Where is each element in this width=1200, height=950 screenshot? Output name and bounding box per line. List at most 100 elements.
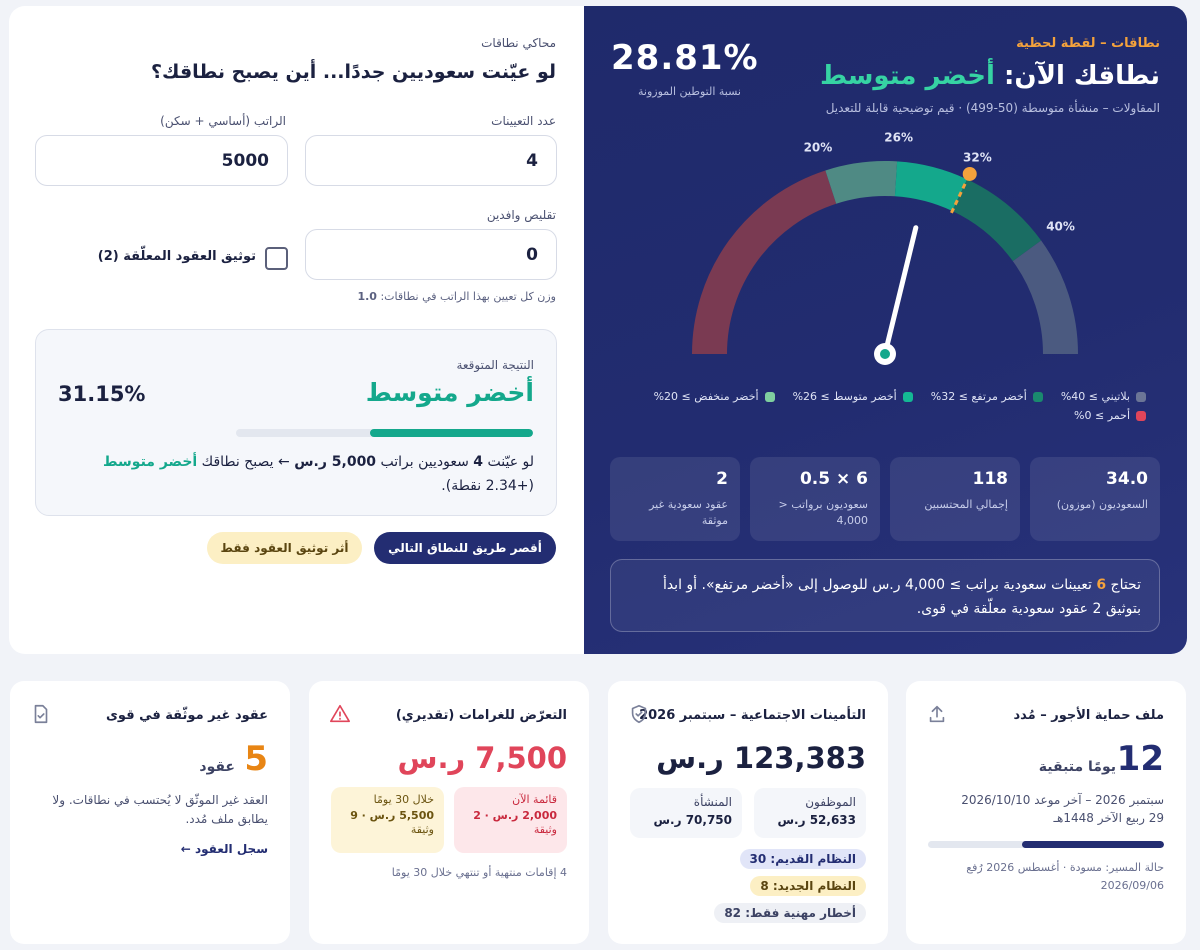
legend-swatch <box>764 391 775 402</box>
gosi-hazard: أخطار مهنية فقط: 82 <box>714 902 866 923</box>
gosi-old-system: النظام القديم: 30 <box>739 848 866 869</box>
stats-row: 34.0 السعوديون (موزون) 118 إجمالي المحتسبين… <box>610 457 1160 541</box>
result-text-part: ← يصبح نطاقك <box>197 454 295 470</box>
gauge-segment <box>1012 240 1078 355</box>
wps-status-date: 2026/09/06 <box>1100 879 1164 892</box>
result-text-part: لو عيّنت <box>483 454 534 470</box>
legend-label: أخضر متوسط ≥ 26% <box>792 390 897 403</box>
gosi-employees-label: الموظفون <box>805 795 856 809</box>
docs-checkbox[interactable] <box>265 247 288 270</box>
next-band-hint: تحتاج 6 تعيينات سعودية براتب ≥ 4,000 ر.س… <box>610 559 1160 632</box>
result-text: لو عيّنت 4 سعوديين براتب 5,000 ر.س ← يصب… <box>54 450 534 498</box>
result-label: النتيجة المتوقعة <box>456 358 534 372</box>
stat-value: 6 × 0.5 <box>799 469 868 489</box>
contracts-log-link[interactable]: سجل العقود ← <box>180 842 268 856</box>
legend-swatch <box>902 391 913 402</box>
legend-label: أحمر ≥ 0% <box>1074 409 1130 422</box>
result-salary: 5,000 ر.س <box>294 454 377 470</box>
fines-now-box: قائمة الآن 2,000 ر.س · 2 وثيقة <box>454 787 567 853</box>
gauge-segment <box>825 161 898 204</box>
status-eyebrow: نطاقات – لقطة لحظية <box>1016 36 1160 51</box>
stat-value: 118 <box>972 469 1009 489</box>
gosi-new-system: النظام الجديد: 8 <box>750 875 866 896</box>
result-pct: 31.15% <box>58 382 146 406</box>
stat-card: 34.0 السعوديون (موزون) <box>1030 457 1160 541</box>
contracts-desc: العقد غير الموثّق لا يُحتسب في نطاقات. و… <box>52 793 268 826</box>
simulator-eyebrow: محاكي نطاقات <box>481 36 556 50</box>
legend-label: أخضر منخفض ≥ 20% <box>653 390 759 403</box>
gauge-tick-label: 20% <box>804 141 833 155</box>
fines-card: التعرّض للغرامات (تقديري) 7,500 ر.س قائم… <box>309 681 589 944</box>
legend-item: أخضر مرتفع ≥ 32% <box>931 390 1043 403</box>
result-band-inline: أخضر متوسط <box>103 454 198 470</box>
wps-title: ملف حماية الأجور – مُدد <box>1013 708 1164 723</box>
legend-swatch <box>1032 391 1043 402</box>
wps-hijri: 29 ربيع الآخر 1448هـ <box>1053 811 1164 825</box>
fines-soon-box: خلال 30 يومًا 5,500 ر.س · 9 وثيقة <box>331 787 444 853</box>
legend-swatch <box>1136 391 1146 402</box>
gauge-segment <box>692 170 837 355</box>
legend-item: أحمر ≥ 0% <box>1074 409 1146 422</box>
result-text-part: سعوديين براتب <box>376 454 474 470</box>
contracts-count-label: عقود <box>199 759 235 775</box>
weighted-pct: 28.81% <box>611 38 759 78</box>
wps-deadline: سبتمبر 2026 – آخر موعد 2026/10/10 <box>961 793 1164 807</box>
reduce-expats-input[interactable]: 0 <box>305 229 557 280</box>
nitaqat-status-panel: نطاقات – لقطة لحظية نطاقك الآن: أخضر متو… <box>584 6 1187 654</box>
upload-icon[interactable] <box>926 703 948 725</box>
stat-label: السعوديون (موزون) <box>1056 498 1148 511</box>
document-check-icon <box>34 704 48 724</box>
gosi-title: التأمينات الاجتماعية – سبتمبر 2026 <box>639 708 866 723</box>
weighted-pct-label: نسبة التوطين الموزونة <box>638 85 741 98</box>
wps-progress-track <box>928 841 1164 848</box>
simulator-question: لو عيّنت سعوديين جددًا... أين يصبح نطاقك… <box>151 61 556 83</box>
shortest-path-button[interactable]: أقصر طريق للنطاق التالي <box>374 532 556 564</box>
gosi-establishment-value: 70,750 ر.س <box>653 813 732 827</box>
fines-amount: 7,500 ر.س <box>397 741 567 775</box>
stat-label: عقود سعودية غير موثقة <box>649 498 728 527</box>
gauge-target-marker <box>950 173 972 214</box>
wps-status: حالة المسير: مسودة · أغسطس 2026 رُفع <box>966 861 1164 874</box>
gauge-hub-center <box>880 349 890 359</box>
legend-swatch <box>1136 410 1146 421</box>
gauge-segment <box>951 179 1042 262</box>
gauge-needle <box>882 225 919 357</box>
result-points: (+2.34 نقطة). <box>441 478 534 494</box>
hires-input[interactable]: 4 <box>305 135 557 186</box>
status-subtitle: المقاولات – منشأة متوسطة (50-499) · قيم … <box>825 101 1160 115</box>
reduce-label: تقليص وافدين <box>486 208 556 222</box>
legend-item: أخضر متوسط ≥ 26% <box>793 390 913 403</box>
stat-card: 118 إجمالي المحتسبين <box>890 457 1020 541</box>
docs-impact-button[interactable]: أثر توثيق العقود فقط <box>207 532 362 564</box>
stat-label: إجمالي المحتسبين <box>924 498 1008 511</box>
wps-card: ملف حماية الأجور – مُدد 12 يومًا متبقية … <box>906 681 1186 944</box>
weight-note: وزن كل تعيين بهذا الراتب في نطاقات: 1.0 <box>357 290 556 303</box>
hint-number: 6 <box>1096 577 1107 593</box>
gauge-tick-label: 32% <box>963 151 992 165</box>
gauge-segment <box>894 161 968 212</box>
gosi-employees-box: الموظفون 52,633 ر.س <box>754 788 866 838</box>
gosi-card: التأمينات الاجتماعية – سبتمبر 2026 123,3… <box>608 681 888 944</box>
nitaqat-gauge: 20% 26% 32% 40% <box>692 130 1078 365</box>
fines-now-unit: وثيقة <box>533 823 557 836</box>
status-title: نطاقك الآن: أخضر متوسط <box>820 61 1160 91</box>
status-title-band: أخضر متوسط <box>820 61 995 91</box>
salary-label: الراتب (أساسي + سكن) <box>160 114 286 128</box>
hint-text: تحتاج <box>1106 577 1141 593</box>
result-band: أخضر متوسط <box>365 378 534 407</box>
wps-progress-fill <box>1022 841 1164 848</box>
gosi-hazard-pill: أخطار مهنية فقط: 82 <box>714 903 866 923</box>
legend-item: بلاتيني ≥ 40% <box>1061 390 1146 403</box>
warning-icon <box>330 704 350 723</box>
simulator-card: محاكي نطاقات لو عيّنت سعوديين جددًا... أ… <box>9 6 584 654</box>
weight-value: 1.0 <box>357 290 377 303</box>
gosi-old-pill: النظام القديم: 30 <box>739 849 866 869</box>
shield-check-icon <box>631 704 647 724</box>
gosi-amount: 123,383 ر.س <box>656 741 866 775</box>
result-progress-fill <box>369 429 533 437</box>
result-box: النتيجة المتوقعة أخضر متوسط 31.15% لو عي… <box>35 329 557 516</box>
fines-soon-value: 5,500 ر.س · 9 <box>350 809 434 822</box>
fines-title: التعرّض للغرامات (تقديري) <box>395 708 567 723</box>
result-progress-track <box>236 429 533 437</box>
salary-input[interactable]: 5000 <box>35 135 288 186</box>
